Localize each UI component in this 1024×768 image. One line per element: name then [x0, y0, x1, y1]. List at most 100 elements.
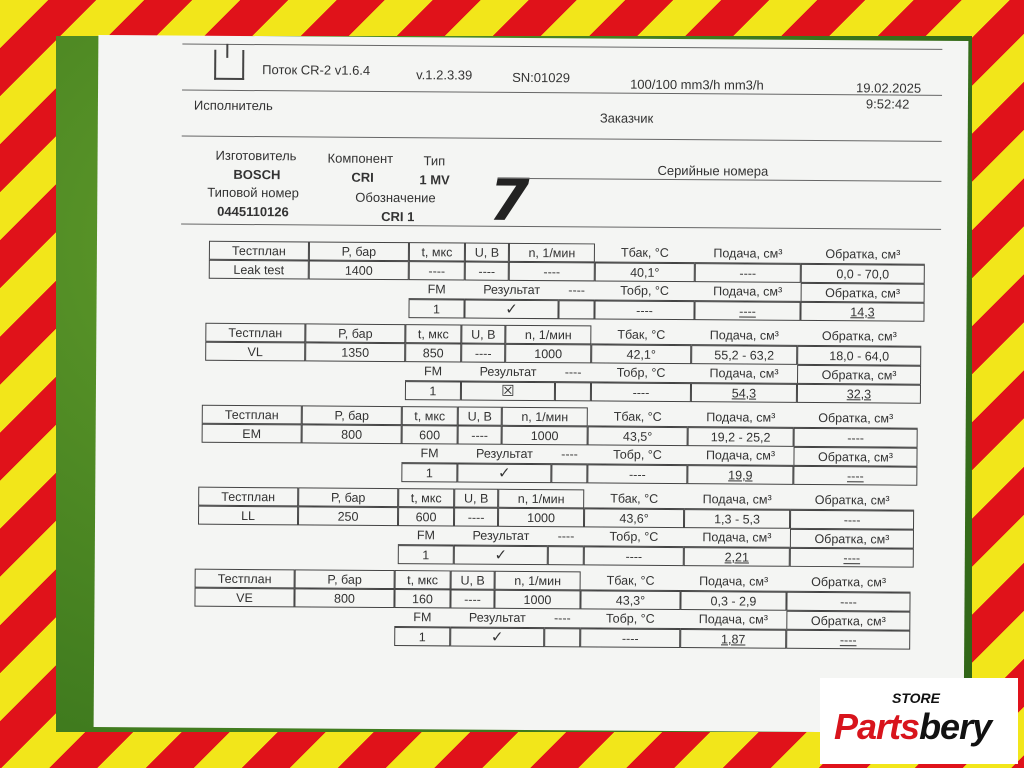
flow-rate: 100/100 mm3/h mm3/h [630, 76, 764, 93]
watermark-brand-b: bery [919, 706, 992, 747]
header-p: P, бар [301, 405, 402, 426]
value-t: ---- [408, 261, 465, 281]
divider [182, 89, 943, 96]
value-empty [544, 628, 581, 648]
value-supply-range: 19,2 - 25,2 [687, 427, 794, 447]
header-p: P, бар [298, 487, 399, 508]
header-n: n, 1/мин [501, 406, 588, 427]
value-tobr: ---- [587, 464, 688, 485]
header-return: Обратка, см³ [786, 572, 911, 593]
header-n: n, 1/мин [498, 488, 585, 509]
value-tobr: ---- [590, 382, 692, 403]
check-icon: ✓ [457, 463, 552, 484]
designation-label: Обозначение [355, 189, 436, 206]
cross-box-icon: ☒ [460, 381, 556, 402]
value-return: 32,3 [796, 383, 922, 404]
header-return: Обратка, см³ [797, 364, 922, 385]
value-supply: 19,9 [687, 465, 794, 485]
header-supply: Подача, см³ [691, 326, 798, 346]
header-fm: FM [397, 526, 455, 546]
value-return-range: ---- [789, 509, 915, 530]
value-t: 600 [401, 425, 458, 445]
header-result: Результат [461, 362, 556, 383]
header-u: U, В [457, 406, 502, 426]
header-supply: Подача, см³ [680, 572, 787, 592]
header-n: n, 1/мин [508, 242, 595, 263]
header-return: Обратка, см³ [800, 282, 925, 303]
value-return-range: ---- [786, 591, 911, 612]
value-fm: 1 [404, 381, 462, 401]
header-fm: FM [401, 444, 458, 464]
value-fm: 1 [394, 627, 451, 647]
value-supply: 2,21 [683, 547, 790, 567]
value-p: 800 [301, 424, 402, 445]
header-return: Обратка, см³ [793, 446, 918, 467]
divider [181, 135, 942, 142]
value-return: ---- [789, 547, 914, 568]
header-n: n, 1/мин [505, 324, 592, 345]
header-t: t, мкс [394, 570, 451, 590]
customer-label: Заказчик [599, 110, 654, 126]
header-return: Обратка, см³ [789, 528, 914, 549]
value-tbak: 43,3° [580, 590, 681, 611]
component-label: Компонент [327, 150, 394, 167]
header-t: t, мкс [398, 488, 455, 508]
header-supply: Подача, см³ [694, 282, 801, 302]
part-number: 0445110126 [217, 203, 289, 220]
header-supply: Подача, см³ [684, 490, 791, 510]
manufacturer: BOSCH [233, 166, 281, 183]
value-tbak: 43,5° [587, 426, 688, 447]
header-tbak: Тбак, °C [587, 407, 688, 428]
header-plan: Тестплан [198, 486, 299, 507]
header-tobr: Тобр, °C [594, 281, 695, 302]
header-tobr: Тобр, °C [583, 527, 684, 548]
check-icon: ✓ [453, 545, 548, 566]
header-t: t, мкс [408, 242, 465, 262]
value-u: ---- [454, 507, 499, 527]
executor-label: Исполнитель [193, 97, 273, 114]
value-supply-range: ---- [694, 263, 801, 283]
manufacturer-label: Изготовитель [215, 147, 297, 164]
value-tbak: 43,6° [584, 508, 685, 529]
value-tobr: ---- [580, 628, 681, 649]
value-return-range: ---- [793, 427, 918, 448]
value-empty [547, 546, 584, 566]
value-plan: VE [194, 587, 295, 608]
header-p: P, бар [308, 241, 409, 262]
value-supply: 54,3 [690, 383, 798, 403]
value-plan: Leak test [208, 259, 309, 280]
header-u: U, В [450, 570, 495, 590]
header-u: U, В [454, 488, 499, 508]
header-supply: Подача, см³ [687, 446, 794, 466]
value-return-range: 18,0 - 64,0 [797, 345, 922, 366]
header-tobr: Тобр, °C [580, 609, 681, 630]
value-plan: EM [201, 423, 302, 444]
value-u: ---- [450, 589, 495, 609]
component: CRI [351, 169, 374, 185]
value-fm: 1 [397, 545, 454, 565]
value-u: ---- [457, 425, 502, 445]
header-tobr: Тобр, °C [591, 363, 692, 384]
value-tbak: 40,1° [594, 262, 695, 283]
value-supply-range: 0,3 - 2,9 [680, 591, 787, 611]
value-supply: ---- [694, 301, 801, 321]
value-plan: LL [198, 505, 299, 526]
value-tbak: 42,1° [591, 344, 692, 365]
header-plan: Тестплан [194, 568, 295, 589]
header-return: Обратка, см³ [797, 326, 922, 347]
divider [497, 177, 942, 182]
value-n: 1000 [498, 507, 585, 528]
header-tobr: Тобр, °C [587, 445, 688, 466]
value-return: ---- [786, 629, 911, 650]
header-supply: Подача, см³ [687, 408, 794, 428]
header-n: n, 1/мин [494, 570, 581, 591]
value-n: 1000 [501, 425, 588, 446]
header-supply: Подача, см³ [683, 528, 790, 548]
value-n: ---- [508, 261, 595, 282]
header-p: P, бар [305, 323, 406, 344]
value-p: 800 [294, 588, 395, 609]
value-supply: 1,87 [680, 629, 787, 649]
header-result: Результат [453, 526, 549, 547]
